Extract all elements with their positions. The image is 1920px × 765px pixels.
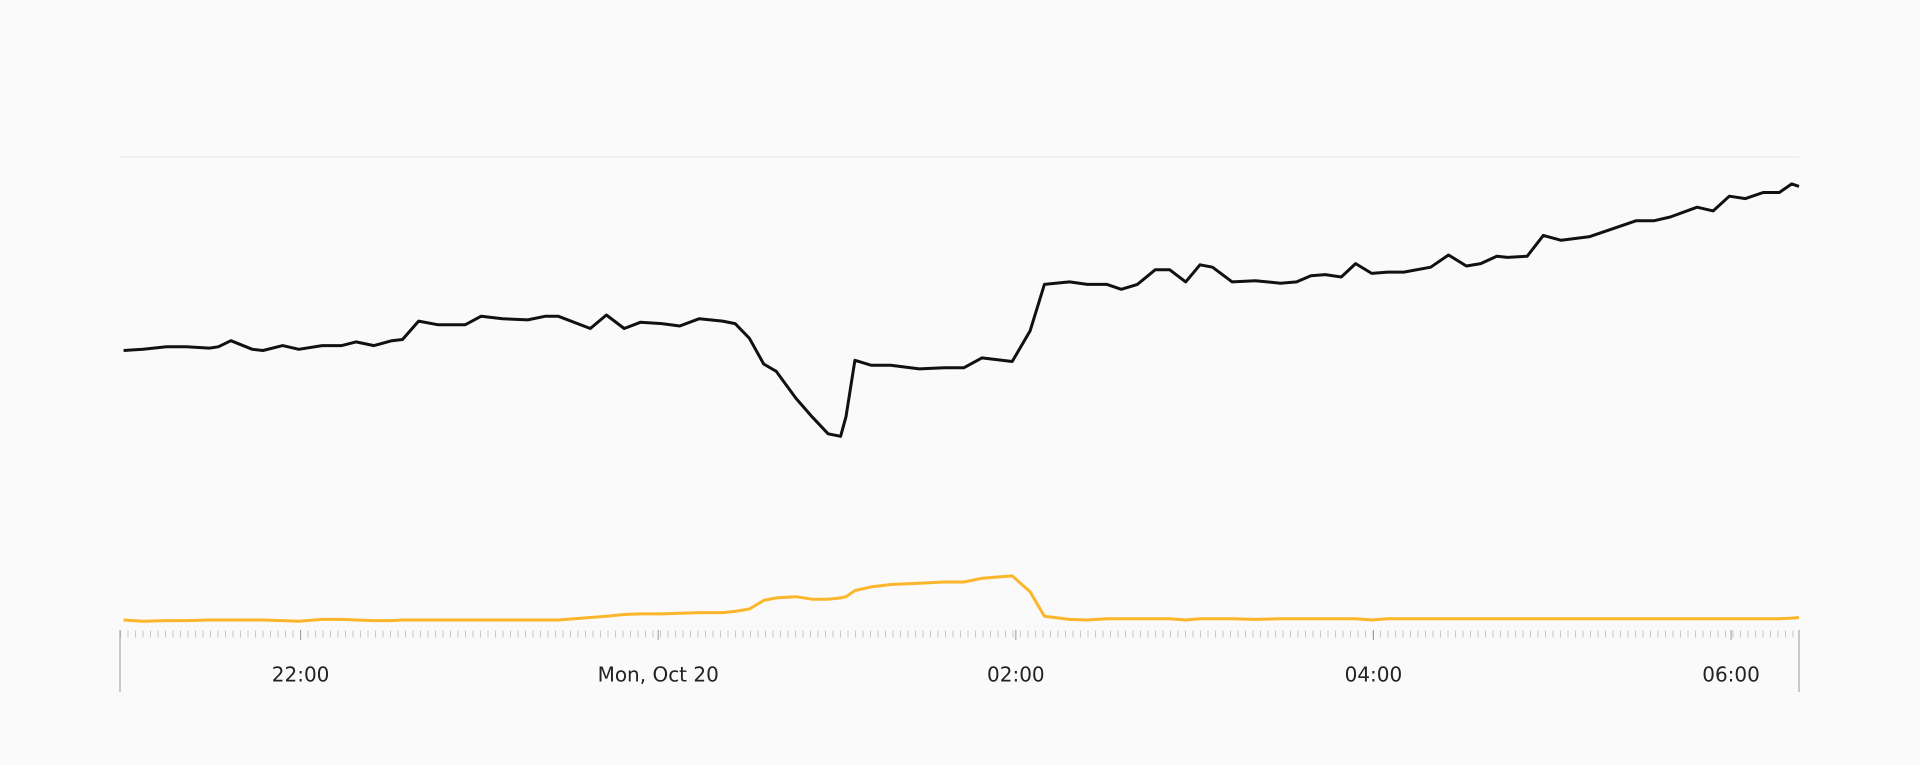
series-line	[123, 182, 1800, 438]
x-tick-label: 22:00	[272, 663, 330, 687]
x-tick-label: Mon, Oct 20	[598, 663, 719, 687]
x-tick-label: 04:00	[1345, 663, 1403, 687]
series-line	[123, 574, 1800, 623]
x-tick-label: 06:00	[1702, 663, 1760, 687]
x-tick-label: 02:00	[987, 663, 1045, 687]
